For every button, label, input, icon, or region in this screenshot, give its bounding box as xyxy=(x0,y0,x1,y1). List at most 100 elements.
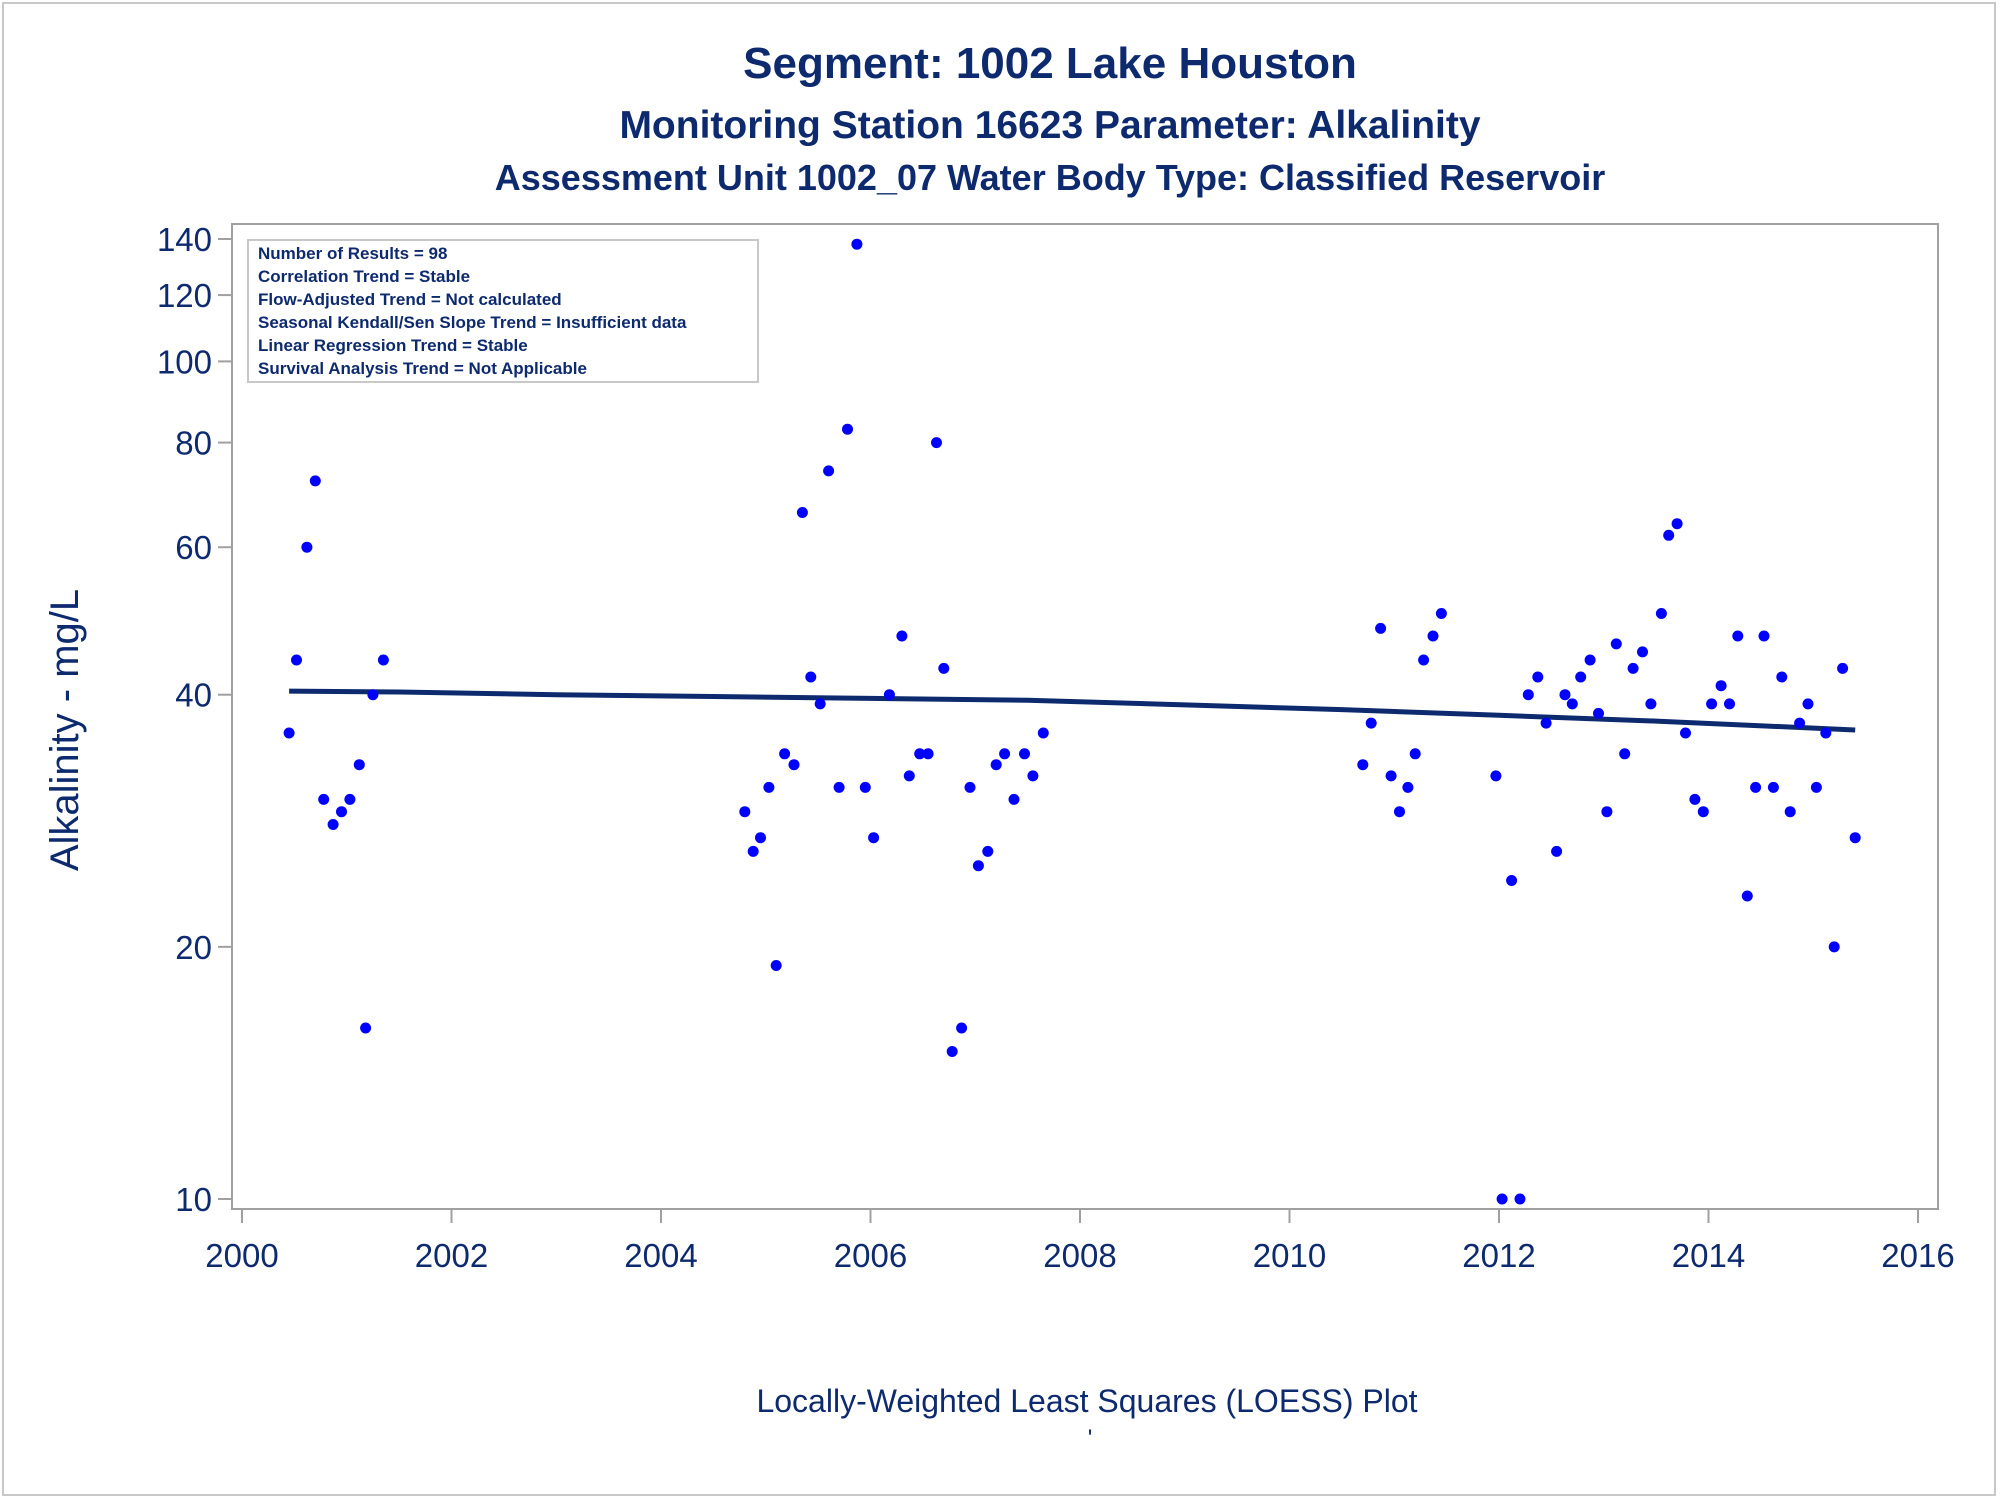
data-point xyxy=(903,770,915,782)
data-point xyxy=(1663,529,1675,541)
data-point xyxy=(868,832,880,844)
data-point xyxy=(883,689,895,701)
data-point xyxy=(833,781,845,793)
data-point xyxy=(779,748,791,760)
data-point xyxy=(1741,890,1753,902)
chart-footnote: Locally-Weighted Least Squares (LOESS) P… xyxy=(756,1383,1417,1419)
data-point xyxy=(1522,689,1534,701)
data-point xyxy=(344,793,356,805)
y-tick-label: 20 xyxy=(175,929,212,966)
data-point xyxy=(931,437,942,449)
x-tick-label: 2004 xyxy=(624,1237,697,1274)
data-point xyxy=(1506,875,1518,886)
y-tick-label: 140 xyxy=(157,221,212,258)
data-point xyxy=(283,727,295,739)
data-point xyxy=(1706,698,1718,710)
data-point xyxy=(309,475,321,487)
stats-legend: Number of Results = 98 Correlation Trend… xyxy=(247,239,759,383)
data-point xyxy=(1435,608,1447,619)
data-point xyxy=(1540,717,1552,729)
data-point xyxy=(1784,806,1796,818)
data-point xyxy=(1637,646,1648,658)
x-tick-label: 2016 xyxy=(1881,1237,1954,1274)
data-point xyxy=(353,759,365,771)
data-point xyxy=(1776,671,1788,683)
data-point xyxy=(788,759,800,771)
y-tick-label: 40 xyxy=(175,677,212,714)
data-point xyxy=(1385,770,1397,782)
data-point xyxy=(747,845,759,857)
stats-line: Linear Regression Trend = Stable xyxy=(258,336,528,355)
chart-subtitle-station: Monitoring Station 16623 Parameter: Alka… xyxy=(619,104,1480,147)
data-point xyxy=(1794,717,1806,729)
data-point xyxy=(377,654,389,666)
data-point xyxy=(1375,622,1387,634)
data-point xyxy=(1593,707,1604,719)
data-point xyxy=(1837,662,1849,674)
data-point xyxy=(1427,630,1439,642)
data-points xyxy=(283,238,1861,1205)
data-point xyxy=(1584,654,1596,666)
data-point xyxy=(360,1022,372,1034)
data-point xyxy=(1409,748,1421,760)
data-point xyxy=(336,806,347,818)
data-point xyxy=(1575,671,1587,683)
data-point xyxy=(1680,727,1691,739)
data-point xyxy=(1532,671,1544,683)
data-point xyxy=(1027,770,1039,782)
data-point xyxy=(946,1046,958,1057)
data-point xyxy=(990,759,1002,771)
data-point xyxy=(301,541,313,553)
data-point xyxy=(763,781,775,793)
data-point xyxy=(1559,689,1571,701)
data-point xyxy=(1758,630,1770,642)
data-point xyxy=(1767,781,1779,793)
data-point xyxy=(823,465,835,477)
data-point xyxy=(1610,638,1622,650)
data-point xyxy=(999,748,1011,760)
data-point xyxy=(914,748,926,760)
x-tick-label: 2006 xyxy=(834,1237,907,1274)
data-point xyxy=(1551,845,1563,857)
data-point xyxy=(1820,727,1832,739)
x-tick-label: 2008 xyxy=(1043,1237,1116,1274)
data-point xyxy=(1019,748,1030,760)
data-point xyxy=(1655,608,1667,619)
data-point xyxy=(922,748,934,760)
stats-line: Flow-Adjusted Trend = Not calculated xyxy=(258,290,562,309)
stats-legend-frame xyxy=(247,239,759,383)
data-point xyxy=(318,793,330,805)
chart-subtitle-assessment: Assessment Unit 1002_07 Water Body Type:… xyxy=(495,157,1605,198)
data-point xyxy=(1008,793,1020,805)
data-point xyxy=(1689,793,1701,805)
y-tick-label: 80 xyxy=(175,425,212,462)
data-point xyxy=(1619,748,1631,760)
data-point xyxy=(1566,698,1578,710)
y-axis-label: Alkalinity - mg/L xyxy=(43,589,87,871)
data-point xyxy=(896,630,908,642)
x-tick-label: 2002 xyxy=(415,1237,488,1274)
x-axis: 2000 2002 2004 2006 2008 2010 2012 2014 2016 xyxy=(205,1209,1955,1274)
data-point xyxy=(964,781,976,793)
data-point xyxy=(842,423,853,435)
data-point xyxy=(755,832,766,844)
stats-line: Seasonal Kendall/Sen Slope Trend = Insuf… xyxy=(258,313,687,332)
data-point xyxy=(1357,759,1369,771)
data-point xyxy=(1514,1193,1526,1205)
data-point xyxy=(1750,781,1762,793)
loess-line xyxy=(289,688,1856,733)
data-point xyxy=(814,698,826,710)
data-point xyxy=(327,819,339,830)
data-point xyxy=(805,671,817,683)
data-point xyxy=(1365,717,1377,729)
data-point xyxy=(1402,781,1414,793)
y-tick-label: 10 xyxy=(175,1181,212,1218)
y-tick-label: 60 xyxy=(175,529,212,566)
data-point xyxy=(770,960,782,971)
stats-line: Number of Results = 98 xyxy=(258,244,447,263)
x-tick-label: 2014 xyxy=(1672,1237,1745,1274)
data-point xyxy=(1671,518,1683,530)
data-point xyxy=(1697,806,1709,818)
